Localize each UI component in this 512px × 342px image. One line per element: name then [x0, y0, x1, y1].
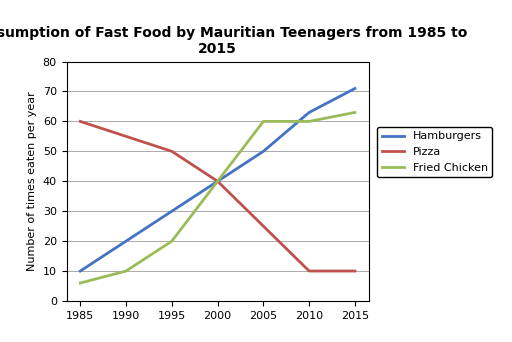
Hamburgers [77, 269, 83, 273]
Fried Chicken [260, 119, 266, 123]
Pizza [123, 134, 129, 139]
Line: Pizza: Pizza [80, 121, 355, 271]
Fried Chicken [77, 281, 83, 285]
Pizza [306, 269, 312, 273]
Legend: Hamburgers, Pizza, Fried Chicken: Hamburgers, Pizza, Fried Chicken [377, 127, 493, 177]
Title: Consumption of Fast Food by Mauritian Teenagers from 1985 to
2015: Consumption of Fast Food by Mauritian Te… [0, 26, 468, 56]
Hamburgers [260, 149, 266, 153]
Pizza [77, 119, 83, 123]
Fried Chicken [306, 119, 312, 123]
Pizza [352, 269, 358, 273]
Hamburgers [215, 179, 221, 183]
Fried Chicken [169, 239, 175, 243]
Fried Chicken [352, 110, 358, 115]
Hamburgers [123, 239, 129, 243]
Y-axis label: Number of times eaten per year: Number of times eaten per year [27, 91, 37, 271]
Pizza [215, 179, 221, 183]
Hamburgers [352, 87, 358, 91]
Hamburgers [306, 110, 312, 115]
Line: Fried Chicken: Fried Chicken [80, 113, 355, 283]
Fried Chicken [215, 179, 221, 183]
Fried Chicken [123, 269, 129, 273]
Pizza [169, 149, 175, 153]
Line: Hamburgers: Hamburgers [80, 89, 355, 271]
Pizza [260, 224, 266, 228]
Hamburgers [169, 209, 175, 213]
